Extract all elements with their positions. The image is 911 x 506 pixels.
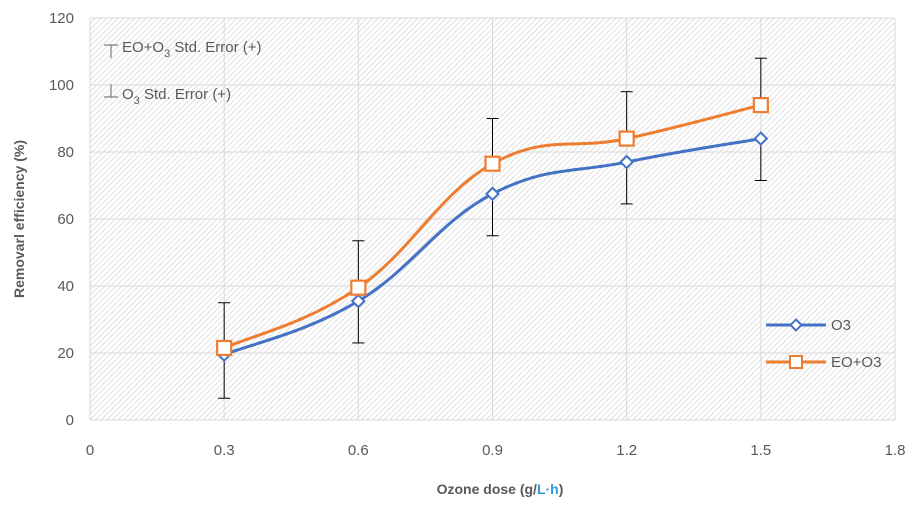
- svg-text:O3 Std. Error (+): O3 Std. Error (+): [122, 86, 231, 107]
- annotation-o3-prefix: O: [122, 86, 134, 103]
- point-o3: [753, 131, 769, 147]
- legend: O3 EO+O3: [766, 317, 881, 371]
- y-tick-label: 100: [49, 77, 74, 94]
- legend-label-eo-o3: EO+O3: [831, 354, 881, 371]
- point-o3: [485, 186, 500, 202]
- x-axis-title-start: Ozone dose (g/: [437, 481, 537, 497]
- x-tick-label: 1.2: [616, 442, 637, 459]
- legend-label-o3: O3: [831, 317, 851, 334]
- point-eo-o3: [618, 130, 635, 147]
- point-eo-o3: [216, 339, 233, 357]
- svg-text:EO+O3 Std. Error (+): EO+O3 Std. Error (+): [122, 39, 262, 60]
- x-tick-label: 1.5: [750, 442, 771, 459]
- annotation-o3-suffix: Std. Error (+): [140, 86, 231, 103]
- annotation-o3-error: O3 Std. Error (+): [104, 84, 231, 107]
- series-line-o3: [223, 137, 762, 357]
- x-tick-label: 0: [86, 442, 94, 459]
- annotation-eo-o3-error: EO+O3 Std. Error (+): [104, 39, 262, 60]
- annotation-eo-sub: 3: [164, 48, 170, 60]
- x-axis-title-end: ): [559, 481, 564, 497]
- annotation-o3-sub: 3: [134, 95, 140, 107]
- y-tick-labels: 0 20 40 60 80 100 120: [49, 10, 74, 429]
- x-tick-label: 0.6: [348, 442, 369, 459]
- x-tick-label: 0.3: [214, 442, 235, 459]
- y-tick-label: 80: [57, 144, 74, 161]
- point-eo-o3: [752, 96, 769, 114]
- x-axis-title: Ozone dose (g/L·h): [437, 481, 564, 497]
- legend-item-o3: O3: [766, 317, 851, 334]
- point-o3: [619, 154, 635, 170]
- series-markers: [216, 96, 769, 363]
- x-tick-label: 1.8: [885, 442, 906, 459]
- y-tick-label: 120: [49, 10, 74, 27]
- annotation-eo-suffix: Std. Error (+): [170, 39, 261, 56]
- point-o3: [350, 293, 366, 309]
- y-axis-title: Removarl efficiency (%): [11, 140, 27, 298]
- x-tick-labels: 0 0.3 0.6 0.9 1.2 1.5 1.8: [86, 442, 906, 459]
- y-tick-label: 0: [66, 412, 74, 429]
- point-eo-o3: [350, 279, 367, 296]
- annotation-eo-prefix: EO+O: [122, 39, 164, 56]
- x-tick-label: 0.9: [482, 442, 503, 459]
- point-eo-o3: [484, 155, 501, 172]
- legend-item-eo-o3: EO+O3: [766, 354, 881, 371]
- y-tick-label: 60: [57, 211, 74, 228]
- y-tick-label: 40: [57, 278, 74, 295]
- x-axis-title-unit: L·h: [537, 481, 559, 497]
- y-tick-label: 20: [57, 345, 74, 362]
